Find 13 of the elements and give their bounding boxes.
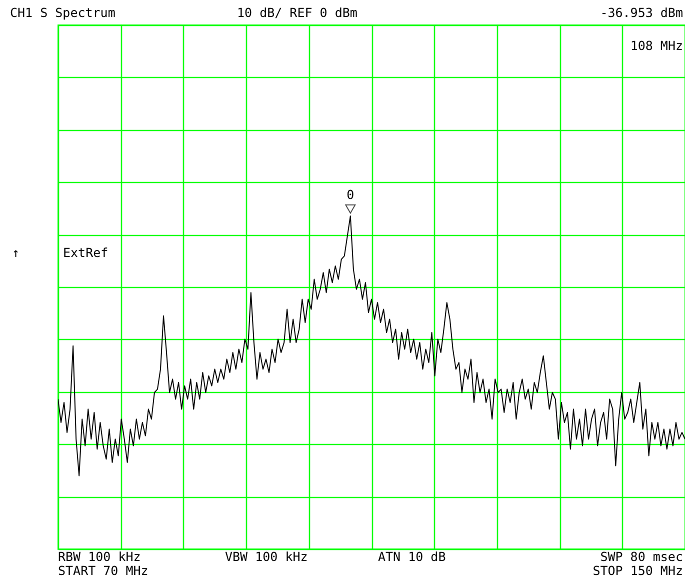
annotation: ATN 10 dB [378, 549, 446, 564]
text: ↑ [12, 245, 20, 260]
text: 0 [346, 187, 354, 202]
annotation: RBW 100 kHz [58, 549, 141, 564]
annotation: SWP 80 msec [600, 549, 683, 564]
annotation: VBW 100 kHz [225, 549, 308, 564]
text: 108 MHz [630, 38, 683, 53]
text: STOP 150 MHz [592, 563, 683, 578]
annotation: ExtRef [63, 245, 108, 260]
text: -36.953 dBm [600, 5, 683, 20]
text: 10 dB/ REF 0 dBm [237, 5, 358, 20]
text: START 70 MHz [58, 563, 148, 578]
chart-title: CH1 S Spectrum [10, 5, 116, 20]
